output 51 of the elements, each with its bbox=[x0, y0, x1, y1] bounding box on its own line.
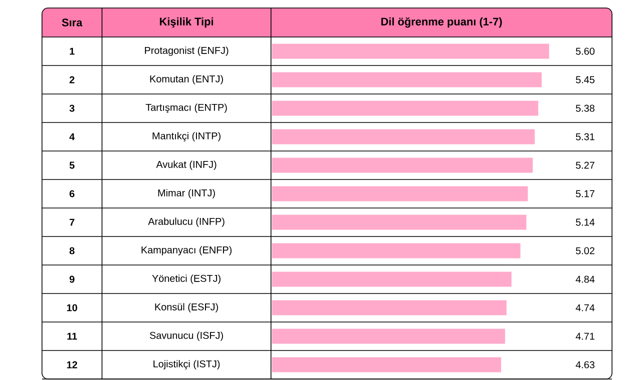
text: Sıra bbox=[62, 18, 82, 26]
bar bbox=[272, 214, 526, 230]
data-label: 5.60 bbox=[576, 48, 595, 55]
text: 6 bbox=[70, 190, 74, 198]
data-label: 5.17 bbox=[576, 190, 594, 198]
bar bbox=[272, 44, 550, 59]
bar bbox=[272, 357, 502, 372]
y-tick-label: Arabulucu (INFP) bbox=[148, 218, 224, 227]
data-label: 5.45 bbox=[576, 76, 594, 84]
data-label: 5.14 bbox=[576, 218, 595, 226]
text: 1 bbox=[70, 48, 74, 55]
text: 8 bbox=[70, 247, 74, 254]
y-axis-title: Kişilik Tipi bbox=[160, 17, 214, 28]
y-tick-label: Kampanyacı (ENFP) bbox=[142, 246, 232, 256]
y-tick-label: Lojistikçi (ISTJ) bbox=[154, 360, 220, 370]
text: 11 bbox=[67, 332, 77, 340]
text: 4 bbox=[69, 133, 75, 140]
data-label: 5.38 bbox=[576, 104, 594, 112]
text: 12 bbox=[67, 361, 78, 368]
bar bbox=[272, 186, 528, 202]
bar bbox=[272, 129, 535, 144]
bar bbox=[272, 272, 512, 287]
bar bbox=[272, 72, 542, 88]
data-label: 4.84 bbox=[576, 276, 595, 283]
y-tick-label: Mimar (INTJ) bbox=[158, 189, 215, 198]
text: 10 bbox=[67, 304, 78, 312]
y-tick-label: Savunucu (ISFJ) bbox=[150, 332, 223, 341]
text: 7 bbox=[70, 218, 74, 226]
text: 9 bbox=[70, 276, 74, 283]
y-tick-label: Protagonist (ENFJ) bbox=[144, 46, 228, 56]
data-label: 5.02 bbox=[576, 247, 594, 254]
data-label: 4.63 bbox=[576, 361, 594, 368]
text: 2 bbox=[70, 76, 74, 84]
y-tick-label: Yönetici (ESTJ) bbox=[152, 274, 220, 284]
data-label: 5.31 bbox=[576, 133, 594, 140]
bar bbox=[272, 328, 506, 344]
text: 5 bbox=[70, 162, 74, 169]
y-tick-label: Tartışmacı (ENTP) bbox=[146, 104, 227, 113]
data-label: 5.27 bbox=[576, 162, 594, 169]
bar bbox=[272, 243, 520, 258]
y-tick-label: Konsül (ESFJ) bbox=[155, 303, 218, 312]
text: 3 bbox=[69, 104, 74, 112]
y-tick-label: Komutan (ENTJ) bbox=[150, 75, 223, 84]
y-tick-label: Mantıkçi (INTP) bbox=[152, 132, 220, 142]
data-label: 4.71 bbox=[576, 332, 594, 340]
data-label: 4.74 bbox=[576, 304, 595, 312]
bar bbox=[272, 158, 533, 173]
bar bbox=[272, 100, 538, 116]
y-tick-label: Avukat (INFJ) bbox=[156, 160, 216, 170]
x-axis-title: Dil öğrenme puanı (1-7) bbox=[381, 17, 502, 28]
bar bbox=[272, 300, 507, 316]
